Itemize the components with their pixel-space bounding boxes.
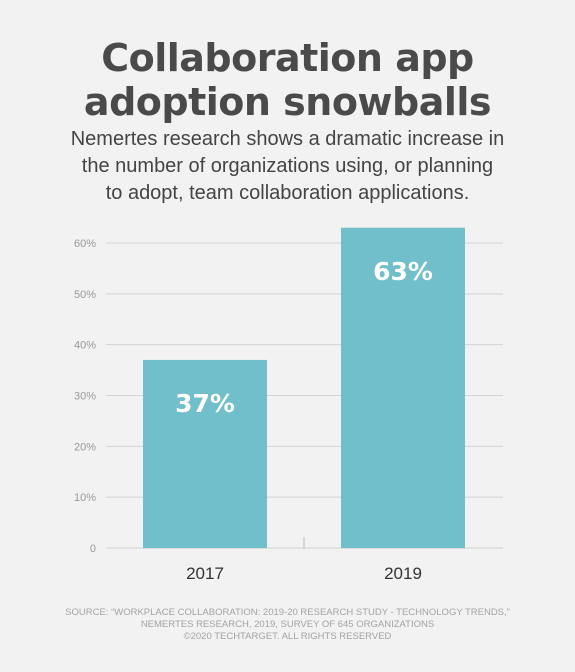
chart-subtitle: Nemertes research shows a dramatic incre… bbox=[20, 126, 555, 207]
source-note: SOURCE: “WORKPLACE COLLABORATION: 2019-2… bbox=[0, 607, 575, 643]
y-tick-label-50: 50% bbox=[74, 289, 96, 301]
bar-2017 bbox=[143, 359, 267, 548]
copyright-line: ©2020 TECHTARGET. ALL RIGHTS RESERVED bbox=[183, 631, 392, 642]
chart-subtitle-line-2: the number of organizations using, or pl… bbox=[81, 155, 494, 177]
bar-2019 bbox=[341, 227, 465, 548]
data-label-2019: 63% bbox=[373, 257, 433, 286]
y-tick-label-20: 20% bbox=[74, 441, 96, 453]
y-tick-label-30: 30% bbox=[74, 391, 96, 403]
source-line-1: SOURCE: “WORKPLACE COLLABORATION: 2019-2… bbox=[65, 607, 510, 618]
y-tick-label-40: 40% bbox=[74, 340, 96, 352]
y-tick-label-0: 0 bbox=[90, 543, 96, 555]
chart-title-line-1: Collaboration app bbox=[101, 36, 474, 80]
bar-chart: 0 10% 20% 30% 40% 50% 60% 37% 2017 63% 2019 bbox=[74, 227, 503, 583]
x-category-label-2017: 2017 bbox=[186, 564, 224, 583]
source-line-2: NEMERTES RESEARCH, 2019, SURVEY OF 645 O… bbox=[140, 619, 435, 630]
y-tick-label-10: 10% bbox=[74, 492, 96, 504]
y-tick-label-60: 60% bbox=[74, 238, 96, 250]
data-label-2017: 37% bbox=[175, 389, 235, 418]
x-category-label-2019: 2019 bbox=[384, 564, 422, 583]
chart-subtitle-line-1: Nemertes research shows a dramatic incre… bbox=[70, 128, 505, 150]
chart-title-line-2: adoption snowballs bbox=[83, 80, 492, 124]
chart-title: Collaboration app adoption snowballs bbox=[0, 36, 575, 124]
chart-subtitle-line-3: to adopt, team collaboration application… bbox=[105, 182, 470, 204]
